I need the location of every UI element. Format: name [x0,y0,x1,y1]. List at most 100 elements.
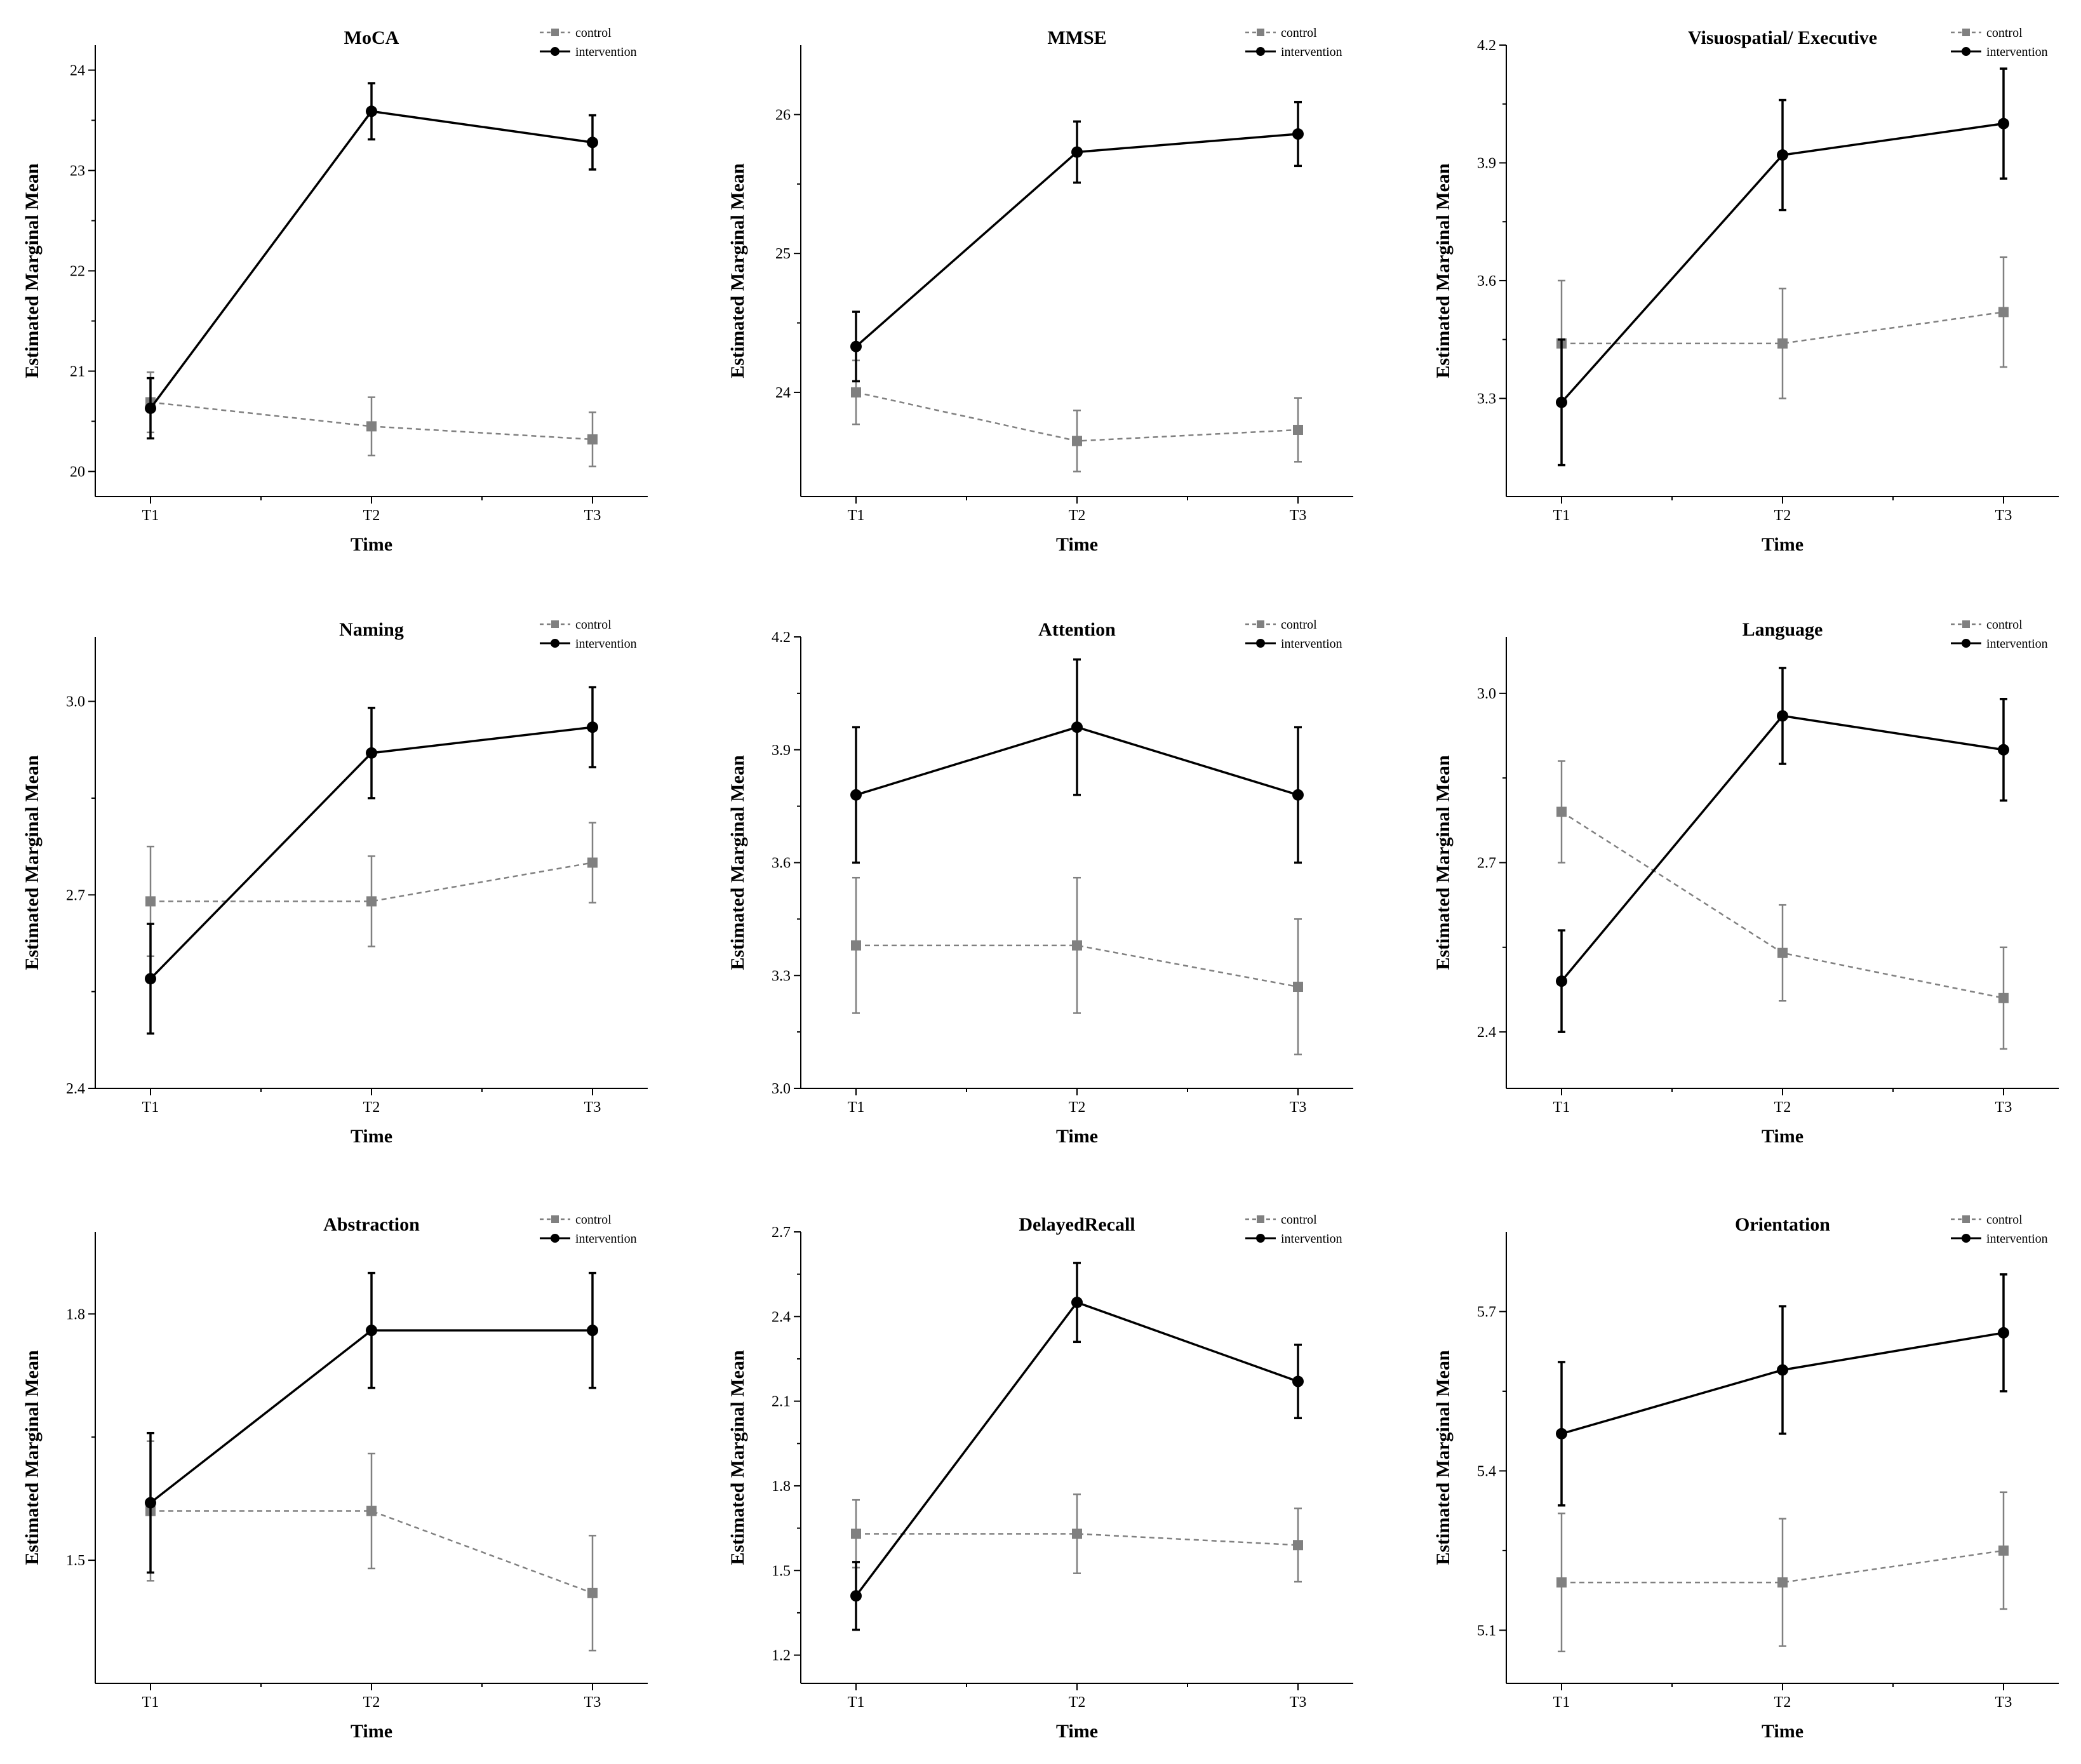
data-point-control [1556,1577,1567,1588]
y-tick-label: 3.3 [1477,391,1496,407]
data-point-intervention [1998,744,2009,756]
series-line-control [1562,1549,2004,1584]
legend-marker-control [1962,29,1970,36]
y-axis-label: Estimated Marginal Mean [22,755,43,970]
y-tick-label: 3.3 [772,968,791,984]
legend-marker-intervention [551,639,559,648]
legend-label-intervention: intervention [1986,637,2048,651]
legend-label-intervention: intervention [575,45,637,59]
y-tick-label: 3.6 [1477,273,1496,290]
x-axis-label: Time [1762,534,1803,555]
y-tick-label: 5.1 [1477,1622,1496,1639]
data-point-intervention [850,789,862,801]
data-point-control [1293,1540,1303,1551]
data-point-control [1777,1577,1788,1588]
y-axis-label: Estimated Marginal Mean [1433,755,1454,970]
legend-marker-control [1257,1215,1264,1223]
data-point-intervention [587,1325,598,1337]
y-tick-label: 1.8 [772,1478,791,1495]
data-point-intervention [1777,1364,1788,1376]
data-point-intervention [850,1590,862,1602]
y-tick-label: 2.4 [772,1309,791,1325]
x-tick-label: T3 [1290,1099,1307,1116]
legend-marker-control [551,29,559,36]
y-tick-label: 20 [70,464,85,481]
legend-marker-control [1962,620,1970,628]
data-point-intervention [1071,1297,1083,1309]
legend-marker-intervention [1962,1234,1971,1243]
y-tick-label: 2.7 [66,887,85,904]
x-tick-label: T2 [363,1694,380,1711]
series-line-control [151,1510,593,1594]
x-tick-label: T3 [1290,507,1307,524]
x-tick-label: T1 [1553,507,1570,524]
x-axis-label: Time [1056,1721,1098,1742]
data-point-intervention [1071,721,1083,733]
legend-marker-intervention [1962,47,1971,56]
legend-label-control: control [1281,618,1317,632]
legend-marker-control [1257,29,1264,36]
series-line-control [856,944,1299,988]
y-tick-label: 3.0 [66,694,85,711]
chart-panel: 2.4 2.7 3.0 T1 T2 T3 Time Estimated Marginal Me… [1433,618,2059,1147]
legend-label-control: control [575,618,612,632]
x-tick-label: T2 [1069,1099,1086,1116]
legend-label-intervention: intervention [1986,1232,2048,1246]
y-tick-label: 3.0 [772,1081,791,1097]
y-tick-label: 3.0 [1477,686,1496,702]
data-point-intervention [1292,1375,1304,1387]
x-axis-label: Time [351,534,392,555]
data-point-intervention [366,1325,377,1337]
x-tick-label: T2 [1069,507,1086,524]
data-point-intervention [1777,710,1788,722]
data-point-intervention [366,105,377,117]
y-axis-label: Estimated Marginal Mean [1433,1350,1454,1565]
data-point-control [1777,338,1788,349]
chart-panel: 3.3 3.6 3.9 4.2 T1 T2 T3 Time Estimated Marginal… [1433,26,2059,555]
x-tick-label: T1 [142,507,159,524]
x-axis-label: Time [1056,534,1098,555]
legend-marker-control [1962,1215,1970,1223]
chart-panel: 1.2 1.5 1.8 2.1 2.4 2.7 T1 T2 T3 Time Estimated Ma… [727,1213,1353,1742]
x-axis-label: Time [351,1721,392,1742]
x-tick-label: T2 [1774,1694,1791,1711]
data-point-control [1293,424,1303,435]
data-point-intervention [1556,396,1567,408]
y-tick-label: 1.5 [772,1563,791,1579]
y-tick-label: 23 [70,163,85,180]
x-tick-label: T3 [1995,507,2012,524]
chart-title: MMSE [1047,27,1106,48]
data-point-control [1072,1528,1082,1539]
y-tick-label: 22 [70,264,85,280]
y-tick-label: 3.6 [772,855,791,872]
data-point-intervention [145,1497,156,1509]
series-line-intervention [149,110,593,410]
legend-marker-intervention [1256,639,1265,648]
x-tick-label: T1 [848,507,865,524]
data-point-intervention [1998,117,2009,130]
data-point-control [587,1587,598,1598]
y-axis-label: Estimated Marginal Mean [727,1350,748,1565]
legend-label-intervention: intervention [1281,1232,1342,1246]
x-tick-label: T3 [1995,1694,2012,1711]
chart-panel: 24 25 26 T1 T2 T3 Time Estimated Marginal Mean M… [727,26,1353,555]
series-line-control [151,862,593,902]
legend-marker-intervention [551,47,559,56]
chart-title: MoCA [344,27,399,48]
data-point-control [366,896,377,907]
data-point-control [587,434,598,444]
y-tick-label: 4.2 [1477,37,1496,54]
y-tick-label: 2.1 [772,1394,791,1410]
legend-label-control: control [575,26,612,40]
legend-label-intervention: intervention [1281,45,1342,59]
x-tick-label: T1 [1553,1099,1570,1116]
x-tick-label: T1 [1553,1694,1570,1711]
x-tick-label: T2 [363,1099,380,1116]
data-point-intervention [1556,1427,1567,1440]
legend-label-control: control [1281,26,1317,40]
y-tick-label: 2.4 [1477,1024,1496,1041]
data-point-control [1998,307,2009,317]
data-point-control [145,896,156,907]
legend-label-control: control [1986,618,2023,632]
